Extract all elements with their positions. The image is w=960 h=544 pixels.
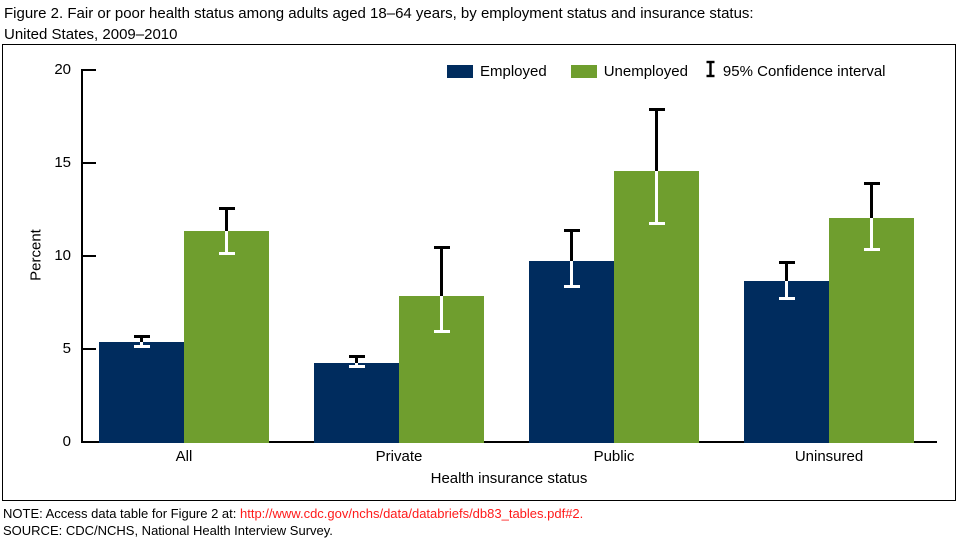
footnotes: NOTE: Access data table for Figure 2 at:… (3, 505, 957, 539)
legend: Employed Unemployed 95% Confidence inter… (447, 60, 886, 83)
legend-unemployed-label: Unemployed (603, 62, 688, 80)
error-bar-upper (440, 245, 443, 296)
error-bar-cap-bottom (863, 248, 880, 252)
category-label: Private (375, 448, 423, 465)
error-bar-cap-top (348, 355, 365, 359)
error-bar-cap-top (863, 182, 880, 186)
figure-title-line2: United States, 2009–2010 (4, 26, 178, 43)
source-text: SOURCE: CDC/NCHS, National Health Interv… (3, 523, 333, 538)
y-axis (81, 69, 83, 443)
y-tick-label: 15 (54, 154, 71, 171)
y-tick-label: 20 (54, 61, 71, 78)
note-text: NOTE: Access data table for Figure 2 at: (3, 506, 240, 521)
error-bar-cap-bottom (648, 222, 665, 226)
error-bar-cap-bottom (563, 285, 580, 289)
y-tick (83, 348, 96, 350)
error-bar-lower (655, 171, 658, 226)
error-bar-cap-bottom (778, 296, 795, 300)
employed-swatch-icon (447, 64, 473, 78)
y-tick-label: 5 (62, 340, 71, 357)
error-bar-cap-top (563, 228, 580, 232)
figure-title: Figure 2. Fair or poor health status amo… (4, 3, 954, 45)
category-label: Public (593, 448, 635, 465)
category-label: All (175, 448, 193, 465)
chart-frame: Employed Unemployed 95% Confidence inter… (2, 44, 956, 501)
error-bar-cap-bottom (433, 330, 450, 334)
error-bar-cap-bottom (348, 365, 365, 369)
y-tick-label: 10 (54, 247, 71, 264)
error-bar-upper (870, 182, 873, 218)
y-axis-title: Percent (27, 229, 45, 281)
y-tick-label: 0 (62, 433, 71, 450)
error-bar-lower (440, 295, 443, 334)
error-bar-upper (355, 355, 358, 363)
error-bar-cap-top (778, 260, 795, 264)
error-bar-cap-top (218, 206, 235, 210)
category-label: Uninsured (794, 448, 864, 465)
error-bar-upper (655, 108, 658, 172)
note-line: NOTE: Access data table for Figure 2 at:… (3, 505, 957, 522)
figure-title-line1: Figure 2. Fair or poor health status amo… (4, 5, 754, 22)
bar-employed-all (99, 342, 184, 443)
error-bar-icon (705, 60, 716, 83)
error-bar-upper (140, 334, 143, 343)
bar-employed-private (314, 362, 399, 443)
error-bar-cap-bottom (218, 252, 235, 255)
legend-ci-label: 95% Confidence interval (722, 62, 886, 80)
note-suffix: . (579, 506, 584, 521)
error-bar-cap-bottom (133, 345, 150, 348)
bar-unemployed-all (184, 230, 269, 443)
bar-unemployed-uninsured (829, 217, 914, 443)
error-bar-cap-top (433, 245, 450, 249)
error-bar-lower (225, 230, 228, 255)
legend-employed-label: Employed (480, 62, 547, 80)
error-bar-lower (570, 260, 573, 289)
error-bar-cap-top (648, 108, 665, 112)
x-axis (81, 441, 937, 443)
bar-employed-public (529, 260, 614, 443)
error-bar-lower (785, 281, 788, 300)
error-bar-lower (870, 217, 873, 252)
error-bar-cap-top (133, 334, 150, 338)
x-axis-title: Health insurance status (430, 470, 588, 487)
note-link[interactable]: http://www.cdc.gov/nchs/data/databriefs/… (240, 506, 580, 521)
y-tick (83, 162, 96, 164)
y-tick (83, 255, 96, 257)
error-bar-upper (785, 260, 788, 282)
y-tick (83, 69, 96, 71)
unemployed-swatch-icon (570, 64, 597, 78)
bar-employed-uninsured (744, 281, 829, 443)
error-bar-upper (225, 206, 228, 231)
error-bar-upper (570, 228, 573, 261)
